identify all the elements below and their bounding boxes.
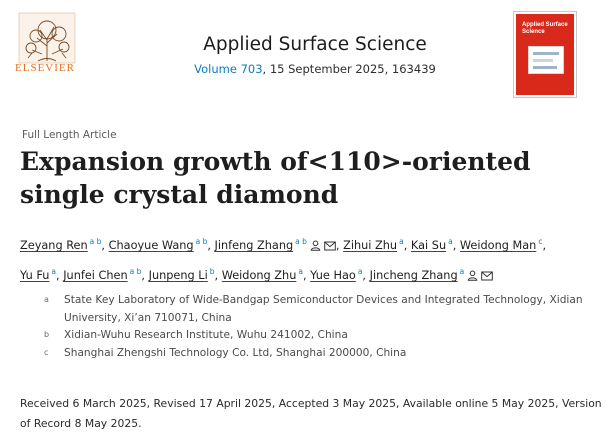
author-name[interactable]: Zihui Zhu <box>343 239 398 252</box>
author[interactable]: Zeyang Ren a b <box>20 237 102 252</box>
journal-info: Applied Surface Science Volume 703, 15 S… <box>150 34 480 76</box>
author-name[interactable]: Jincheng Zhang <box>369 269 458 282</box>
affiliation-superscript[interactable]: a b <box>195 237 208 246</box>
author-separator: , <box>335 239 344 252</box>
affiliation-superscript[interactable]: a <box>459 267 465 276</box>
affiliation-text: Xidian-Wuhu Research Institute, Wuhu 241… <box>64 329 348 341</box>
affiliation-superscript[interactable]: a b <box>295 237 307 246</box>
author-name[interactable]: Kai Su <box>410 239 447 252</box>
author[interactable]: Jincheng Zhang a <box>369 267 494 282</box>
cover-image <box>528 46 564 74</box>
affiliation-item: c Shanghai Zhengshi Technology Co. Ltd, S… <box>44 345 604 363</box>
affiliation-label: b <box>44 330 50 339</box>
issue-details: , 15 September 2025, 163439 <box>262 62 436 76</box>
author-list: Zeyang Ren a b, Chaoyue Wang a b, Jinfeng … <box>20 230 605 290</box>
author-name[interactable]: Weidong Zhu <box>221 269 297 282</box>
author-separator: , <box>542 239 547 252</box>
affiliation-superscript[interactable]: a <box>448 237 453 246</box>
affiliation-text: Shanghai Zhengshi Technology Co. Ltd, Sh… <box>64 346 407 359</box>
author[interactable]: Zihui Zhu a <box>343 237 404 252</box>
author-separator: , <box>403 239 411 252</box>
author[interactable]: Weidong Zhu a <box>221 267 303 282</box>
affiliation-item: b Xidian-Wuhu Research Institute, Wuhu 24… <box>44 327 604 345</box>
author[interactable]: Weidong Man c <box>459 237 543 252</box>
author[interactable]: Kai Su a <box>410 237 453 252</box>
journal-title[interactable]: Applied Surface Science <box>203 34 427 55</box>
author-name[interactable]: Yue Hao <box>310 269 356 282</box>
affiliation-list: a State Key Laboratory of Wide-Bandgap Se… <box>44 292 604 362</box>
author-name[interactable]: Chaoyue Wang <box>108 239 194 252</box>
affiliation-superscript[interactable]: a <box>399 237 404 246</box>
author-separator: , <box>141 269 149 282</box>
article-type: Full Length Article <box>22 129 117 141</box>
author-separator: , <box>101 239 109 252</box>
author[interactable]: Junfei Chen a b <box>63 267 142 282</box>
article-history: Received 6 March 2025, Revised 17 April … <box>20 397 602 430</box>
author-separator: , <box>452 239 460 252</box>
author-separator: , <box>214 269 222 282</box>
email-icon[interactable] <box>481 266 494 290</box>
journal-meta: Volume 703, 15 September 2025, 163439 <box>150 62 480 76</box>
journal-cover[interactable]: Applied Surface Science <box>513 11 577 98</box>
affiliation-label: c <box>44 347 49 357</box>
author-separator: , <box>302 269 311 282</box>
elsevier-tree-logo[interactable] <box>18 12 76 74</box>
author[interactable]: Yu Fu a <box>20 267 57 282</box>
author-name[interactable]: Junfei Chen <box>63 269 128 282</box>
affiliation-superscript[interactable]: a <box>357 267 363 276</box>
person-icon[interactable] <box>467 266 478 290</box>
affiliation-superscript[interactable]: c <box>538 237 543 246</box>
author-name[interactable]: Jinfeng Zhang <box>214 239 294 252</box>
author-separator: , <box>362 269 370 282</box>
affiliation-label: a <box>44 295 49 304</box>
author-separator: , <box>207 239 215 252</box>
affiliation-superscript[interactable]: b <box>209 267 215 276</box>
elsevier-wordmark[interactable]: ELSEVIER <box>15 62 75 74</box>
author-name[interactable]: Weidong Man <box>459 239 537 252</box>
author-name[interactable]: Junpeng Li <box>148 269 208 282</box>
volume-link[interactable]: Volume 703 <box>194 62 263 76</box>
affiliation-superscript[interactable]: a b <box>129 267 142 276</box>
affiliation-text: State Key Laboratory of Wide-Bandgap Sem… <box>64 294 583 324</box>
email-icon[interactable] <box>324 236 336 260</box>
affiliation-superscript[interactable]: a <box>298 267 303 276</box>
affiliation-superscript[interactable]: a b <box>89 237 102 246</box>
author-name[interactable]: Zeyang Ren <box>20 239 88 252</box>
article-header: ELSEVIER Applied Surface Science Volume … <box>0 0 615 112</box>
author-separator: , <box>56 269 64 282</box>
author[interactable]: Chaoyue Wang a b <box>108 237 208 252</box>
author[interactable]: Yue Hao a <box>310 267 363 282</box>
affiliation-item: a State Key Laboratory of Wide-Bandgap Se… <box>44 292 604 327</box>
affiliation-superscript[interactable]: a <box>51 267 57 276</box>
author-name[interactable]: Yu Fu <box>20 269 50 282</box>
author[interactable]: Jinfeng Zhang a b <box>214 237 336 252</box>
article-title: Expansion growth of<110>-oriented single… <box>20 147 531 209</box>
person-icon[interactable] <box>310 236 321 260</box>
author[interactable]: Junpeng Li b <box>148 267 215 282</box>
cover-title: Applied Surface Science <box>522 22 568 35</box>
